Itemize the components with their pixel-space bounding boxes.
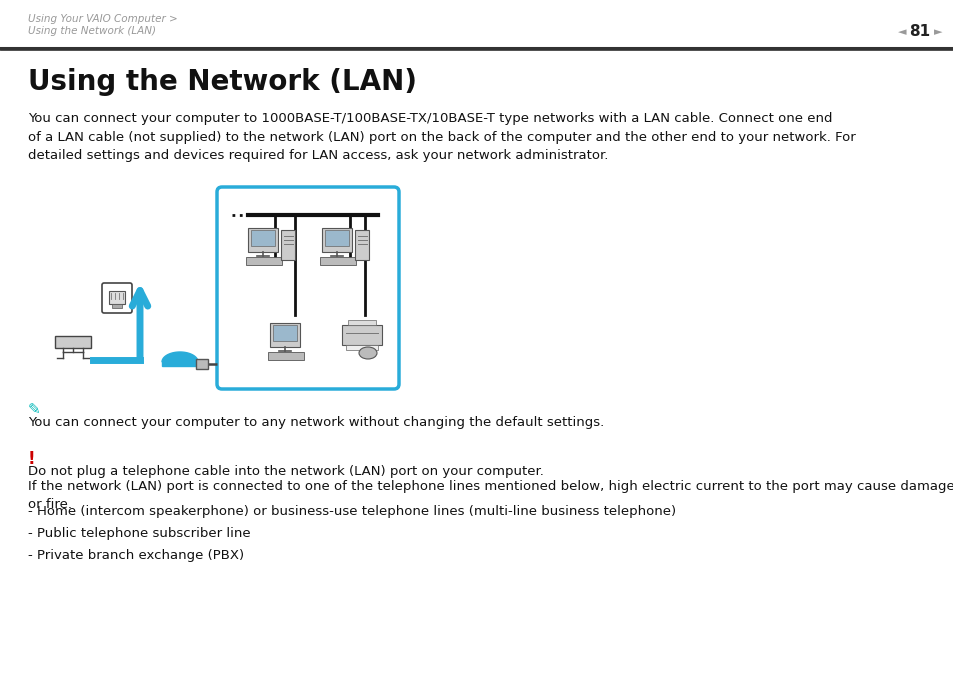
Text: ✎: ✎	[28, 402, 41, 417]
Bar	[322, 228, 352, 252]
Text: You can connect your computer to 1000BASE-T/100BASE-TX/10BASE-T type networks wi: You can connect your computer to 1000BAS…	[28, 112, 855, 162]
Text: Do not plug a telephone cable into the network (LAN) port on your computer.: Do not plug a telephone cable into the n…	[28, 465, 543, 478]
Ellipse shape	[358, 347, 376, 359]
Text: !: !	[28, 450, 35, 468]
Text: - Public telephone subscriber line: - Public telephone subscriber line	[28, 527, 251, 540]
Bar	[248, 228, 277, 252]
Bar	[325, 230, 349, 246]
Text: - Home (intercom speakerphone) or business-use telephone lines (multi-line busin: - Home (intercom speakerphone) or busine…	[28, 505, 676, 518]
Bar	[355, 230, 369, 260]
Text: Using the Network (LAN): Using the Network (LAN)	[28, 68, 416, 96]
Bar	[281, 230, 294, 260]
FancyBboxPatch shape	[216, 187, 398, 389]
Bar	[348, 320, 375, 325]
Polygon shape	[162, 362, 198, 366]
Bar	[251, 230, 274, 246]
Bar	[273, 325, 296, 341]
Text: 81: 81	[908, 24, 929, 40]
Text: - Private branch exchange (PBX): - Private branch exchange (PBX)	[28, 549, 244, 562]
Bar	[112, 304, 122, 308]
Bar	[346, 345, 377, 350]
Bar	[270, 323, 299, 347]
Text: If the network (LAN) port is connected to one of the telephone lines mentioned b: If the network (LAN) port is connected t…	[28, 480, 953, 512]
Bar	[268, 352, 304, 360]
Bar	[246, 257, 282, 265]
Text: ◄: ◄	[897, 27, 905, 37]
Text: ►: ►	[933, 27, 942, 37]
Text: You can connect your computer to any network without changing the default settin: You can connect your computer to any net…	[28, 416, 603, 429]
Polygon shape	[162, 352, 198, 362]
Bar	[55, 336, 91, 348]
Text: Using Your VAIO Computer >: Using Your VAIO Computer >	[28, 14, 177, 24]
Bar	[341, 325, 381, 345]
FancyBboxPatch shape	[102, 283, 132, 313]
Text: Using the Network (LAN): Using the Network (LAN)	[28, 26, 156, 36]
Bar	[195, 359, 208, 369]
Bar	[319, 257, 355, 265]
Bar	[109, 291, 125, 304]
